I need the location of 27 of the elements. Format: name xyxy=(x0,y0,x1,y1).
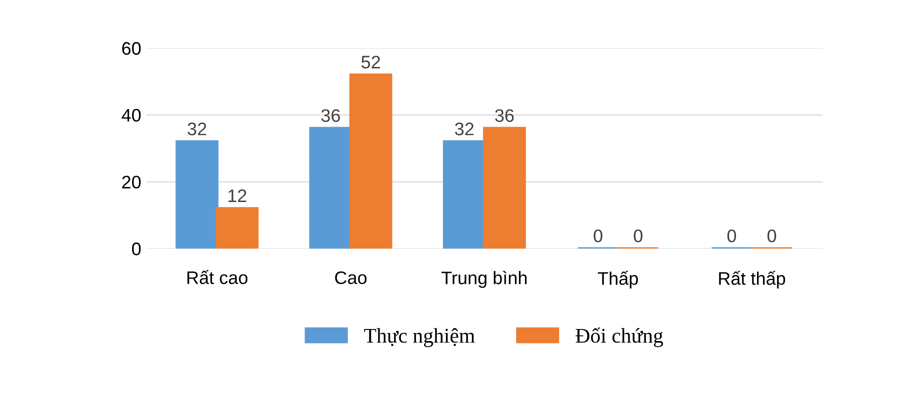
y-tick-label: 60 xyxy=(122,42,141,55)
bar xyxy=(349,73,392,249)
y-tick-label: 40 xyxy=(122,108,141,122)
data-label: 52 xyxy=(361,56,380,69)
x-tick-label: Trung bình xyxy=(442,270,527,288)
data-label: 36 xyxy=(495,109,514,122)
legend-label: Đối chứng xyxy=(576,328,663,348)
bar xyxy=(309,126,352,249)
data-label: 0 xyxy=(767,229,776,242)
data-label: 0 xyxy=(634,229,642,242)
data-label: 12 xyxy=(228,189,246,202)
data-label: 32 xyxy=(455,122,474,136)
bar xyxy=(216,207,259,249)
x-tick-label: Rất cao xyxy=(187,270,248,284)
data-label: 0 xyxy=(727,229,736,242)
x-tick-label: Thấp xyxy=(598,270,638,288)
data-label: 32 xyxy=(188,122,206,136)
bar xyxy=(442,140,486,249)
data-label: 36 xyxy=(321,109,340,122)
y-tick-label: 0 xyxy=(132,242,141,256)
bar xyxy=(483,126,526,249)
x-tick-label: Cao xyxy=(335,271,367,284)
data-label: 0 xyxy=(594,229,602,242)
bar xyxy=(176,140,218,249)
legend-label: Thực nghiệm xyxy=(364,328,475,348)
x-tick-label: Rất thấp xyxy=(719,270,786,288)
y-tick-label: 20 xyxy=(122,176,141,189)
